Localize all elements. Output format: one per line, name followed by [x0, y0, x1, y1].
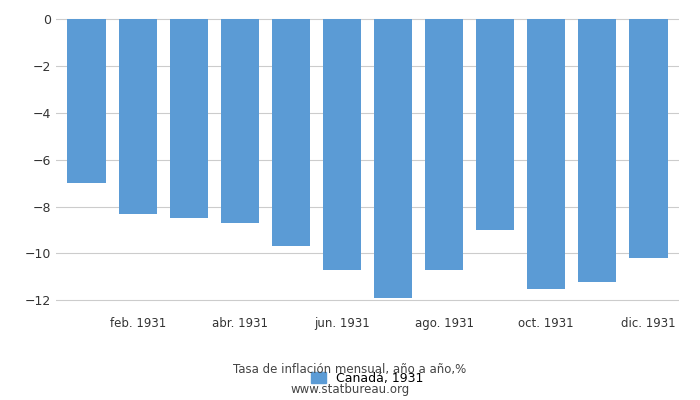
Bar	[118, 19, 157, 214]
Bar	[629, 19, 668, 258]
Bar	[220, 19, 259, 223]
Bar	[578, 19, 617, 282]
Bar	[169, 19, 208, 218]
Bar	[272, 19, 310, 246]
Legend: Canadá, 1931: Canadá, 1931	[307, 367, 428, 390]
Text: Tasa de inflación mensual, año a año,%: Tasa de inflación mensual, año a año,%	[233, 364, 467, 376]
Bar	[374, 19, 412, 298]
Bar	[323, 19, 361, 270]
Text: www.statbureau.org: www.statbureau.org	[290, 384, 410, 396]
Bar	[476, 19, 514, 230]
Bar	[527, 19, 566, 288]
Bar	[425, 19, 463, 270]
Bar	[67, 19, 106, 183]
